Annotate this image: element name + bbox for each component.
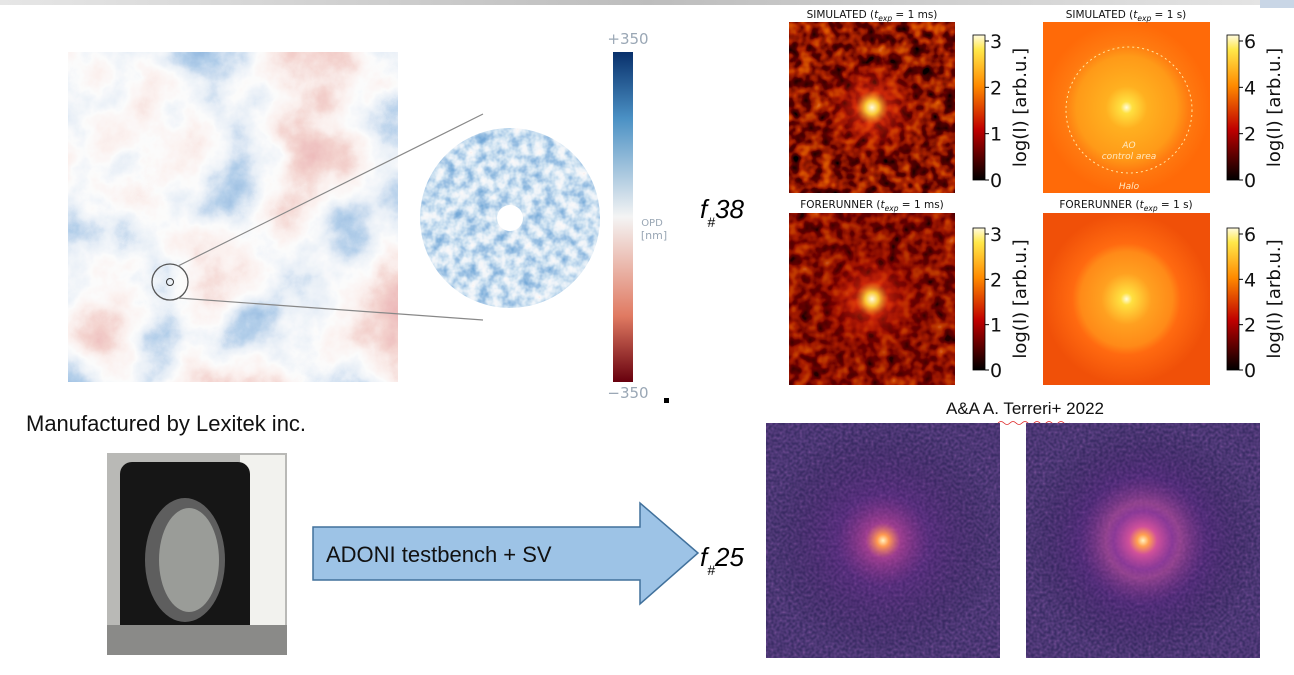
reference: A&A A. Terreri+ 2022 (946, 399, 1104, 418)
f-value: 25 (714, 542, 744, 572)
colorbar-tick-label: 0 (990, 170, 1002, 192)
photo-lens-inner (159, 508, 219, 612)
title-text: SIMULATED ( (807, 9, 875, 21)
colorbar-tick-label: 2 (990, 77, 1002, 99)
colorbar-tick-label: 4 (1244, 269, 1256, 291)
colorbar-min: −350 (607, 384, 648, 402)
title-text: = 1 s) (1158, 199, 1193, 211)
title-subscript: exp (878, 14, 892, 23)
psf-colorbar (1227, 228, 1239, 370)
psf-core (1026, 423, 1260, 658)
phase-screen-image (68, 52, 398, 382)
central-obscuration (497, 205, 523, 231)
colorbar-tick-label: 1 (990, 124, 1002, 146)
title-text: = 1 ms) (892, 9, 937, 21)
colorbar-tick-label: 3 (990, 224, 1002, 246)
colorbar-tick-label: 0 (1244, 170, 1256, 192)
psf-core (789, 213, 955, 385)
colorbar-tick-label: 1 (990, 315, 1002, 337)
title-subscript: exp (1144, 204, 1158, 213)
scrollbar (1260, 0, 1294, 8)
colorbar-tick-label: 2 (1244, 315, 1256, 337)
colorbar-max: +350 (607, 30, 648, 48)
colorbar-tick-label: 2 (1244, 124, 1256, 146)
colorbar-tick-label: 0 (1244, 360, 1256, 382)
colorbar-label: log(I) [arb.u.] (1264, 239, 1285, 358)
caption: Manufactured by Lexitek inc. (26, 411, 306, 436)
f-number: f#38 (700, 194, 744, 230)
title-text: SIMULATED ( (1066, 9, 1134, 21)
annotation: Halo (1119, 182, 1140, 192)
panel-title: SIMULATED (texp = 1 s) (1066, 9, 1187, 23)
panel-title: FORERUNNER (texp = 1 ms) (800, 199, 944, 213)
colorbar-tick-label: 3 (990, 31, 1002, 53)
hardware-photo (107, 453, 287, 655)
page: { "phase_screen": { "colorbar": {"max_la… (0, 0, 1294, 670)
psf-halo (1043, 22, 1210, 193)
title-text: FORERUNNER ( (800, 199, 880, 211)
f-subscript: # (707, 562, 715, 578)
annotation: control area (1102, 152, 1157, 162)
title-text: = 1 ms) (898, 199, 943, 211)
f-value: 38 (715, 194, 744, 224)
colorbar-label: OPD (641, 218, 663, 229)
colorbar-tick-label: 4 (1244, 77, 1256, 99)
psf-colorbar (973, 35, 985, 180)
colorbar-unit: [nm] (641, 229, 667, 242)
colorbar-tick-label: 6 (1244, 31, 1256, 53)
title-text: = 1 s) (1151, 9, 1186, 21)
psf-colorbar (1227, 35, 1239, 180)
panel-title: SIMULATED (texp = 1 ms) (807, 9, 938, 23)
opd-colorbar (613, 52, 633, 382)
title-subscript: exp (1137, 14, 1151, 23)
colorbar-tick-label: 0 (990, 360, 1002, 382)
photo-table (107, 625, 287, 655)
arrow-label: ADONI testbench + SV (326, 542, 552, 567)
psf-colorbar (973, 228, 985, 370)
f-number: f#25 (700, 542, 744, 578)
psf-core (789, 22, 955, 193)
slide: +350 −350 OPD [nm] f#38 AO control area … (0, 0, 1294, 670)
top-strip (0, 0, 1294, 5)
title-subscript: exp (885, 204, 899, 213)
colorbar-tick-label: 6 (1244, 224, 1256, 246)
psf-core (766, 423, 1000, 658)
psf-image (1043, 22, 1210, 193)
psf-image (1043, 213, 1210, 385)
panel-title: FORERUNNER (texp = 1 s) (1059, 199, 1192, 213)
annotation: AO (1121, 141, 1135, 151)
f-subscript: # (707, 214, 715, 230)
colorbar-label: log(I) [arb.u.] (1010, 239, 1031, 358)
colorbar-label: log(I) [arb.u.] (1010, 48, 1031, 167)
colorbar-label: log(I) [arb.u.] (1264, 48, 1285, 167)
title-text: FORERUNNER ( (1059, 199, 1139, 211)
marker (664, 398, 669, 403)
colorbar-tick-label: 2 (990, 269, 1002, 291)
